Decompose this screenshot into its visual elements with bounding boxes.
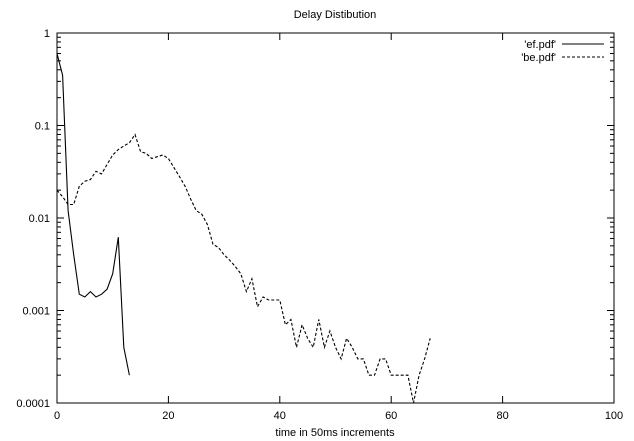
y-tick-label: 0.0001 [16, 398, 50, 410]
series-line-ef [56, 53, 130, 376]
x-tick-label: 20 [162, 410, 174, 422]
x-tick-label: 100 [605, 410, 623, 422]
x-tick-label: 0 [54, 410, 60, 422]
chart-title: Delay Distibution [294, 9, 377, 21]
plot-area [56, 32, 615, 404]
y-tick-label: 0.1 [35, 121, 50, 133]
series-layer [56, 53, 431, 404]
y-tick-label: 0.001 [22, 306, 50, 318]
legend-label-be: 'be.pdf' [521, 52, 556, 64]
x-tick-label: 80 [496, 410, 508, 422]
x-tick-label: 40 [274, 410, 286, 422]
y-tick-label: 1 [44, 28, 50, 40]
legend: 'ef.pdf' 'be.pdf' [521, 39, 604, 64]
y-tick-label: 0.01 [29, 213, 50, 225]
series-line-be [56, 133, 431, 404]
y-axis: 0.0001 0.001 0.01 0.1 1 [16, 28, 614, 410]
x-axis: 0 20 40 60 80 100 [54, 33, 623, 422]
x-axis-label: time in 50ms increments [275, 427, 395, 439]
plot-frame [56, 32, 615, 404]
legend-label-ef: 'ef.pdf' [524, 39, 556, 51]
x-tick-label: 60 [385, 410, 397, 422]
